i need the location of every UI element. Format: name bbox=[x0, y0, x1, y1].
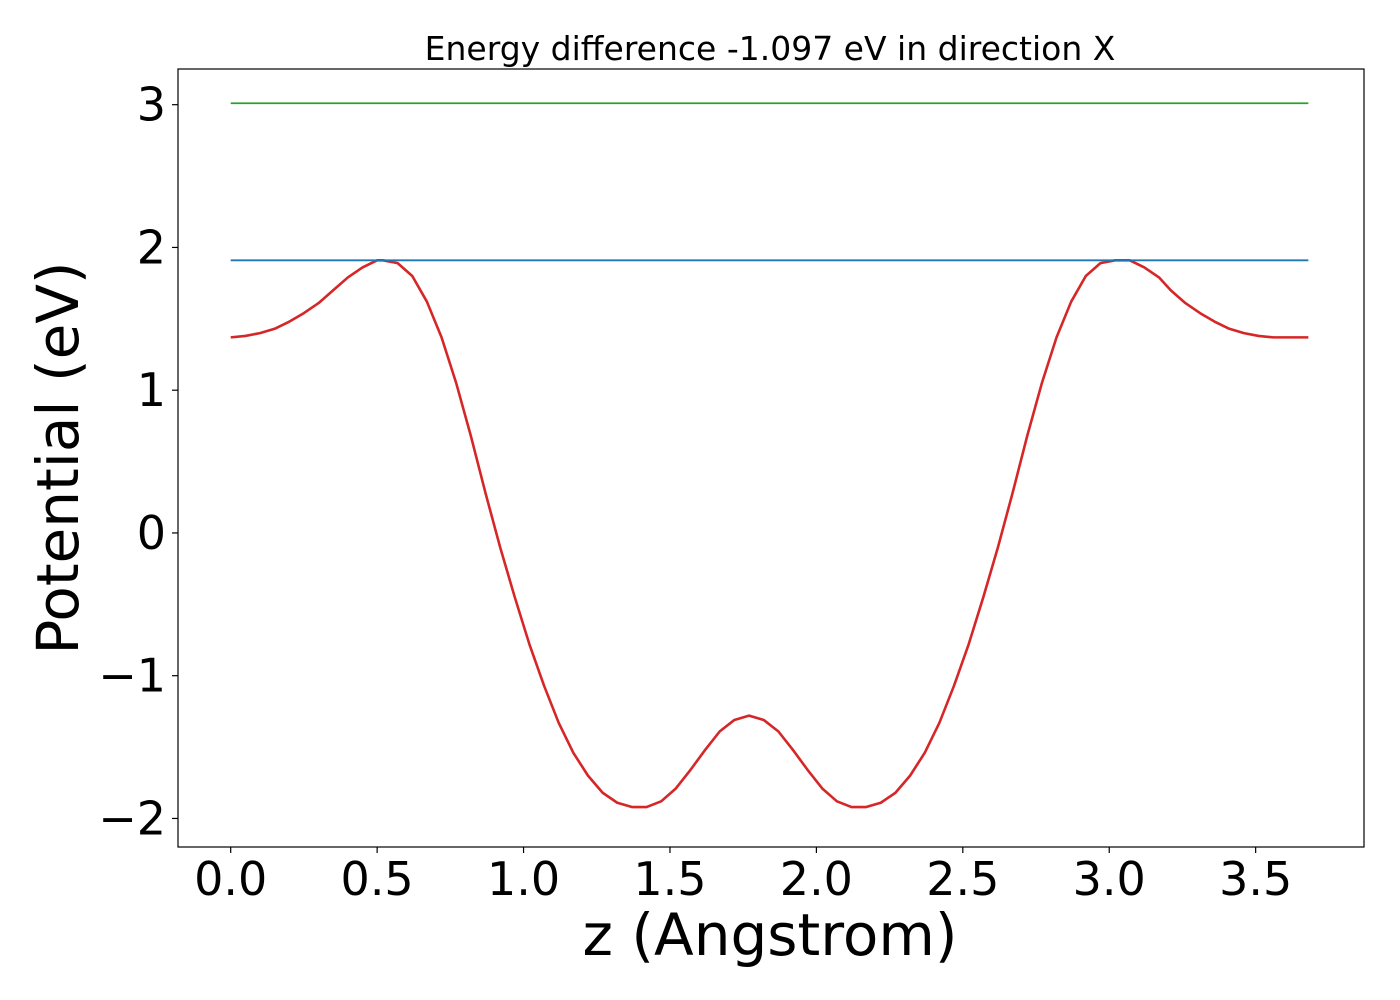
x-tick-label: 3.5 bbox=[1219, 852, 1292, 906]
x-tick-label: 2.5 bbox=[926, 852, 999, 906]
x-tick-label: 1.0 bbox=[487, 852, 560, 906]
x-tick-label: 0.5 bbox=[341, 852, 414, 906]
y-tick-label: −2 bbox=[98, 791, 166, 845]
plot-area bbox=[177, 68, 1365, 848]
chart-title: Energy difference -1.097 eV in direction… bbox=[425, 29, 1116, 68]
x-tick-label: 3.0 bbox=[1073, 852, 1146, 906]
y-tick-label: 0 bbox=[137, 506, 166, 560]
y-tick-label: 3 bbox=[137, 78, 166, 132]
series-layer bbox=[230, 102, 1309, 809]
y-tick-label: 1 bbox=[137, 363, 166, 417]
y-axis-label: Potential (eV) bbox=[24, 261, 92, 654]
series-line-0 bbox=[230, 258, 1309, 809]
y-tick-label: −1 bbox=[98, 649, 166, 703]
plot-frame bbox=[177, 68, 1365, 848]
x-axis-label: z (Angstrom) bbox=[583, 901, 958, 969]
x-tick-label: 2.0 bbox=[780, 852, 853, 906]
x-axis-ticks: 0.0 0.5 1.0 1.5 2.0 2.5 3.0 3.5 bbox=[194, 847, 1292, 906]
y-tick-label: 2 bbox=[137, 220, 166, 274]
x-tick-label: 1.5 bbox=[633, 852, 706, 906]
x-tick-label: 0.0 bbox=[194, 852, 267, 906]
y-axis-ticks: −2 −1 0 1 2 3 bbox=[98, 78, 178, 845]
